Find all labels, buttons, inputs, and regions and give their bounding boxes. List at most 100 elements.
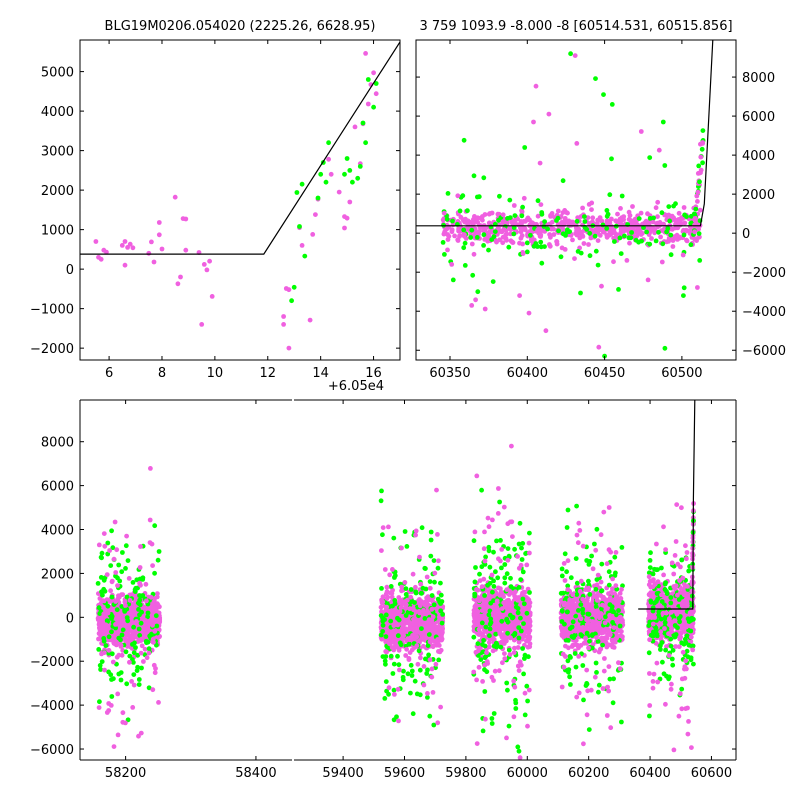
outlier-point: [609, 102, 615, 107]
green-point: [130, 642, 135, 647]
outlier-point: [524, 240, 530, 246]
pink-point: [352, 124, 358, 130]
outlier-point: [421, 664, 427, 669]
pink-point: [624, 258, 630, 263]
green-point: [541, 224, 547, 229]
pink-point: [326, 156, 331, 162]
event-point: [692, 236, 698, 242]
pink-point: [634, 233, 640, 239]
green-point: [140, 577, 146, 582]
outlier-point: [144, 598, 149, 604]
green-point: [462, 240, 468, 246]
pink-point: [566, 645, 571, 651]
pink-point: [467, 219, 473, 225]
green-point: [427, 579, 433, 584]
outlier-point: [101, 650, 107, 656]
green-point: [137, 597, 143, 603]
green-point: [491, 584, 497, 589]
green-point: [383, 634, 389, 639]
green-point: [134, 577, 140, 583]
pink-point: [673, 221, 679, 226]
green-point: [109, 594, 115, 600]
outlier-point: [572, 53, 578, 58]
outlier-point: [103, 622, 109, 628]
green-point: [402, 529, 408, 534]
green-point: [97, 663, 103, 668]
outlier-point: [592, 233, 598, 239]
outlier-point: [415, 661, 421, 667]
green-point: [482, 667, 487, 673]
green-point: [479, 487, 484, 493]
pink-point: [126, 637, 132, 643]
outlier-point: [479, 608, 485, 613]
green-point: [380, 654, 386, 659]
outlier-point: [379, 548, 384, 553]
outlier-point: [481, 546, 487, 552]
pink-point: [485, 232, 491, 238]
x-tick-label: 60350: [429, 366, 470, 381]
outlier-point: [148, 466, 153, 471]
green-point: [123, 566, 128, 571]
event-point: [695, 199, 700, 204]
pink-point: [307, 317, 313, 323]
outlier-point: [112, 519, 118, 525]
outlier-point: [656, 147, 662, 153]
outlier-point: [508, 627, 514, 633]
outlier-point: [400, 620, 406, 626]
outlier-point: [509, 443, 514, 449]
outlier-point: [413, 532, 418, 538]
green-point: [516, 635, 522, 641]
green-point: [522, 656, 527, 661]
outlier-point: [414, 643, 420, 649]
x-tick-label: 8: [158, 366, 166, 381]
green-point: [297, 224, 302, 229]
pink-point: [143, 581, 149, 587]
pink-point: [142, 646, 148, 652]
pink-point: [658, 234, 663, 240]
green-point: [416, 648, 422, 654]
outlier-point: [474, 235, 480, 240]
green-point: [99, 550, 105, 556]
green-point: [392, 601, 398, 607]
green-point: [109, 629, 114, 635]
green-point: [517, 520, 523, 526]
pink-point: [122, 262, 128, 268]
outlier-point: [655, 199, 661, 205]
outlier-point: [392, 643, 398, 649]
green-point: [409, 673, 415, 678]
outlier-point: [505, 521, 511, 527]
outlier-point: [501, 600, 507, 606]
green-point: [357, 164, 363, 169]
green-point: [299, 181, 305, 187]
pink-point: [159, 246, 165, 252]
pink-point: [328, 171, 334, 177]
pink-point: [481, 616, 487, 621]
green-point: [512, 213, 518, 219]
green-point: [131, 650, 137, 656]
pink-point: [388, 631, 394, 637]
outlier-point: [533, 83, 539, 89]
green-point: [395, 633, 401, 639]
green-point: [302, 253, 308, 259]
outlier-point: [480, 679, 485, 684]
green-point: [542, 219, 547, 225]
outlier-point: [660, 119, 666, 125]
pink-point: [281, 314, 286, 319]
pink-point: [500, 240, 506, 246]
pink-point: [640, 230, 645, 236]
event-point: [695, 189, 701, 195]
green-point: [137, 633, 143, 638]
green-point: [431, 602, 437, 608]
green-point: [515, 606, 521, 611]
outlier-point: [469, 303, 475, 308]
pink-point: [676, 210, 682, 216]
pink-point: [617, 218, 623, 223]
pink-point: [495, 616, 500, 621]
outlier-point: [380, 525, 386, 530]
outlier-point: [434, 487, 439, 493]
outlier-point: [147, 540, 153, 545]
green-point: [136, 626, 142, 632]
green-point: [145, 610, 151, 616]
pink-point: [127, 241, 133, 247]
outlier-point: [104, 572, 110, 577]
